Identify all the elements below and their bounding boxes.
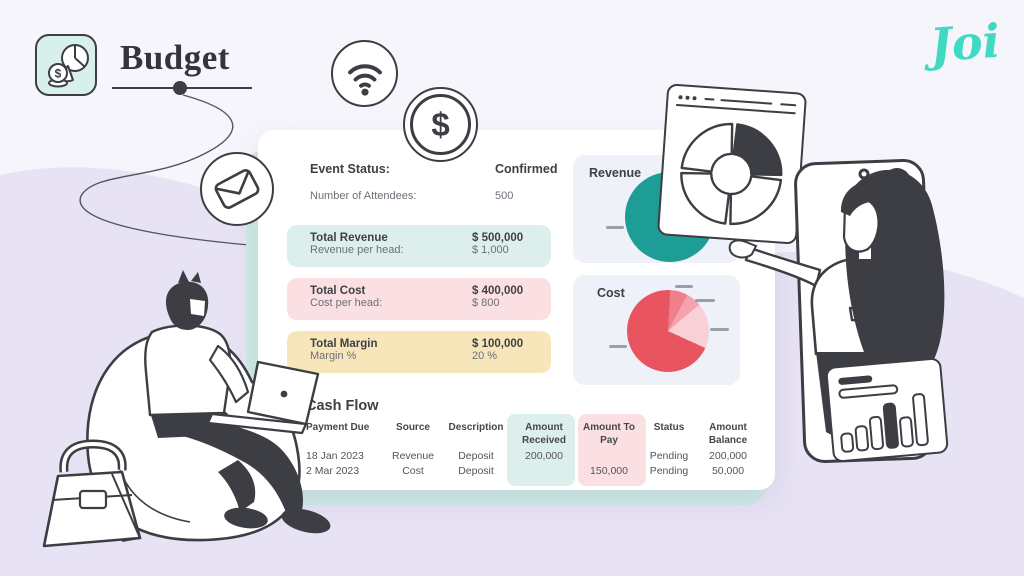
cell: 200,000 — [709, 450, 747, 462]
cell: Revenue — [391, 450, 435, 462]
attendees-value: 500 — [495, 190, 514, 202]
col-amount-balance: Amount Balance — [708, 422, 748, 446]
col-amount-received: Amount Received — [522, 422, 566, 446]
margin-percent-value: 20 % — [472, 350, 498, 362]
total-revenue-value: $ 500,000 — [472, 232, 524, 244]
revenue-tick — [606, 226, 624, 229]
total-revenue-label: Total Revenue — [310, 232, 388, 244]
revenue-per-head-label: Revenue per head: — [310, 244, 404, 256]
total-cost-label: Total Cost — [310, 285, 366, 297]
cashflow-table: Payment Due Source Description Amount Re… — [306, 418, 762, 480]
total-cost-value: $ 400,000 — [472, 285, 524, 297]
browser-window-card — [656, 83, 808, 245]
cell: 150,000 — [590, 465, 628, 477]
browser-chrome-line — [780, 103, 797, 107]
col-description: Description — [448, 422, 504, 433]
cell: 50,000 — [711, 465, 745, 477]
amount-received-highlight — [507, 414, 575, 486]
attendees-label: Number of Attendees: — [310, 190, 417, 202]
man-illustration — [42, 270, 331, 548]
event-status-value: Confirmed — [495, 162, 558, 176]
cashflow-section: Cash Flow Payment Due Source Description… — [306, 398, 762, 486]
browser-chrome-line — [704, 97, 715, 101]
budget-dashboard-panel: Event Status: Confirmed Number of Attend… — [258, 130, 775, 490]
dollar-sign: $ — [410, 94, 471, 155]
total-revenue-row: Total Revenue $ 500,000 Revenue per head… — [287, 225, 551, 267]
page-title: Budget — [120, 38, 230, 77]
col-amount-to-pay: Amount To Pay — [582, 422, 636, 446]
dollar-icon: $ — [403, 87, 478, 162]
cell — [513, 465, 575, 480]
amount-to-pay-highlight — [578, 414, 646, 486]
budget-icon-tile: $ — [35, 34, 97, 96]
cost-chart-label: Cost — [597, 286, 625, 300]
cell: 18 Jan 2023 — [306, 450, 364, 462]
cell: 2 Mar 2023 — [306, 465, 360, 477]
cost-tick-1 — [675, 285, 693, 288]
revenue-chart-label: Revenue — [589, 166, 642, 180]
joi-logo: Joi — [928, 13, 1002, 73]
cost-tick-3 — [710, 328, 729, 331]
total-margin-label: Total Margin — [310, 338, 378, 350]
total-cost-row: Total Cost $ 400,000 Cost per head: $ 80… — [287, 278, 551, 320]
briefcase — [42, 439, 142, 548]
total-margin-value: $ 100,000 — [472, 338, 524, 350]
cost-per-head-value: $ 800 — [472, 297, 500, 309]
col-status: Status — [653, 422, 685, 433]
envelope-icon — [200, 152, 274, 226]
wifi-icon — [331, 40, 398, 107]
svg-text:$: $ — [55, 67, 62, 81]
bar-chart-icon — [838, 375, 929, 453]
donut-chart-icon — [680, 122, 783, 226]
total-margin-row: Total Margin $ 100,000 Margin % 20 % — [287, 331, 551, 373]
pie-and-coin-icon: $ — [48, 44, 89, 88]
laptop — [206, 360, 320, 435]
cost-per-head-label: Cost per head: — [310, 297, 383, 309]
man-figure — [144, 270, 331, 534]
browser-dot — [685, 95, 690, 100]
browser-dot — [678, 95, 683, 100]
title-underline-dot — [173, 81, 187, 95]
margin-percent-label: Margin % — [310, 350, 357, 362]
cost-pie-chart — [627, 290, 709, 372]
cell — [578, 450, 640, 465]
cost-tick-4 — [609, 345, 627, 348]
cell: Deposit — [458, 450, 494, 462]
cashflow-title: Cash Flow — [306, 398, 379, 414]
woman-figure — [728, 168, 945, 440]
cell: Pending — [649, 450, 689, 462]
bar-chart-card — [825, 357, 949, 463]
cell: Pending — [649, 465, 689, 477]
attendees-row: Number of Attendees: 500 — [310, 190, 730, 202]
cell: Cost — [402, 465, 424, 477]
col-source: Source — [396, 422, 430, 433]
event-status-row: Event Status: Confirmed — [310, 162, 730, 176]
col-payment-due: Payment Due — [306, 422, 370, 433]
cost-tick-2 — [695, 299, 715, 302]
browser-dot — [692, 96, 697, 101]
revenue-per-head-value: $ 1,000 — [472, 244, 509, 256]
browser-chrome-line — [720, 99, 773, 105]
event-status-label: Event Status: — [310, 162, 390, 176]
cell: Deposit — [458, 465, 494, 477]
cell: 200,000 — [525, 450, 563, 462]
